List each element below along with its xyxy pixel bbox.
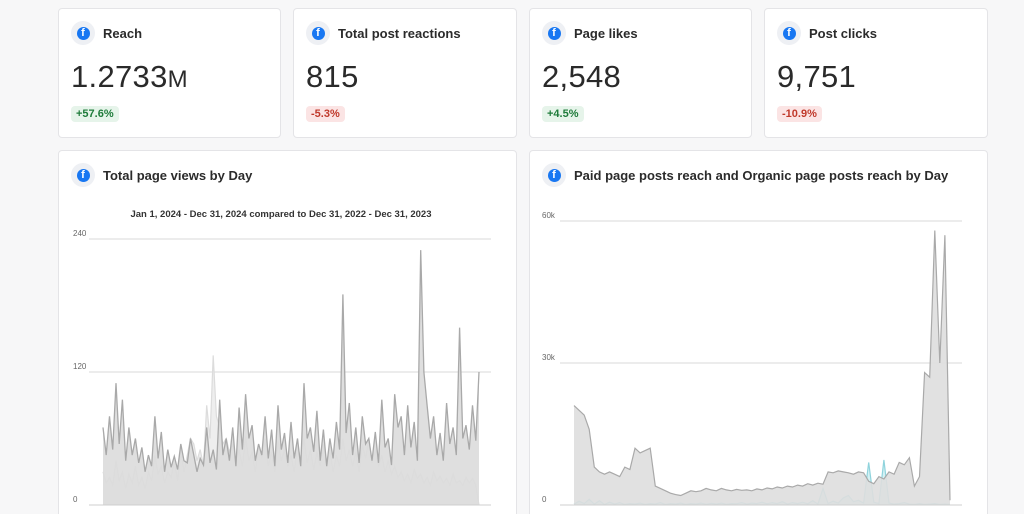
series-area-0 [574,230,950,505]
facebook-icon: f [71,21,95,45]
facebook-icon: f [777,21,801,45]
change-badge: +57.6% [71,106,119,122]
y-tick-label: 0 [73,495,78,504]
y-tick-label: 0 [542,495,547,504]
metric-value: 1.2733M [71,59,188,94]
card-header: f Post clicks [777,21,877,45]
y-tick-label: 60k [542,211,556,220]
series-line-0 [573,230,951,501]
change-badge: -10.9% [777,106,822,122]
card-header: f Total page views by Day [71,163,252,187]
change-badge: +4.5% [542,106,584,122]
card-header: f Page likes [542,21,638,45]
chart-card-total-page-views[interactable]: f Total page views by Day Jan 1, 2024 - … [58,150,517,514]
series-line-0 [102,250,480,472]
card-header: f Paid page posts reach and Organic page… [542,163,948,187]
metric-value: 815 [306,59,359,94]
facebook-icon: f [71,163,95,187]
change-badge: -5.3% [306,106,345,122]
facebook-icon: f [542,21,566,45]
metric-card-post-clicks[interactable]: f Post clicks 9,751 -10.9% [764,8,988,138]
metric-title: Post clicks [809,25,877,41]
y-tick-label: 240 [73,229,87,238]
y-tick-label: 30k [542,353,556,362]
series-area-0 [103,250,479,505]
facebook-icon: f [542,163,566,187]
chart-title: Paid page posts reach and Organic page p… [574,167,949,183]
chart-title: Total page views by Day [103,167,253,183]
metric-card-total-post-reactions[interactable]: f Total post reactions 815 -5.3% [293,8,517,138]
chart-subtitle: Jan 1, 2024 - Dec 31, 2024 compared to D… [130,209,431,220]
metric-title: Reach [103,25,143,41]
card-header: f Reach [71,21,142,45]
chart-card-paid-organic-reach[interactable]: f Paid page posts reach and Organic page… [529,150,988,514]
metric-title: Page likes [574,25,638,41]
metric-card-reach[interactable]: f Reach 1.2733M +57.6% [58,8,281,138]
page-views-chart: Jan 1, 2024 - Dec 31, 2024 compared to D… [73,209,491,506]
metric-title: Total post reactions [338,25,461,41]
posts-reach-chart: 60k 30k 0 [542,211,962,506]
metric-card-page-likes[interactable]: f Page likes 2,548 +4.5% [529,8,752,138]
series-area-1 [103,355,479,505]
facebook-icon: f [306,21,330,45]
y-tick-label: 120 [73,362,87,371]
card-header: f Total post reactions [306,21,461,45]
metric-value: 9,751 [777,59,857,94]
metric-value: 2,548 [542,59,622,94]
